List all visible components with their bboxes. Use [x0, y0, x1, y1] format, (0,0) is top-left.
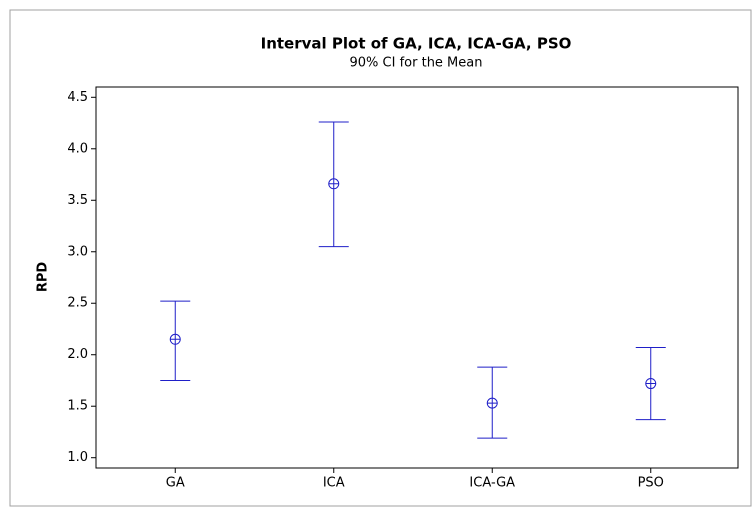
y-tick-label: 4.5 — [67, 90, 88, 105]
figure-frame — [9, 9, 752, 507]
x-tick-label: ICA — [323, 476, 345, 491]
chart-title: Interval Plot of GA, ICA, ICA-GA, PSO — [261, 35, 572, 53]
x-tick-label: GA — [166, 476, 185, 491]
mean-marker-cross — [328, 178, 339, 189]
y-tick-label: 2.5 — [67, 296, 88, 311]
y-axis-label: RPD — [36, 262, 51, 293]
y-tick-label: 3.0 — [67, 244, 88, 259]
y-tick-label: 2.0 — [67, 347, 88, 362]
y-tick-label: 3.5 — [67, 193, 88, 208]
plot-frame — [95, 86, 739, 469]
x-tick-label: PSO — [638, 476, 664, 491]
mean-marker-cross — [645, 378, 656, 389]
y-tick-label: 1.5 — [67, 399, 88, 414]
mean-marker-cross — [170, 334, 181, 345]
y-tick-label: 1.0 — [67, 450, 88, 465]
x-tick-label: ICA-GA — [469, 476, 515, 491]
y-tick-label: 4.0 — [67, 141, 88, 156]
chart-subtitle: 90% CI for the Mean — [350, 56, 483, 71]
mean-marker-cross — [487, 398, 498, 409]
